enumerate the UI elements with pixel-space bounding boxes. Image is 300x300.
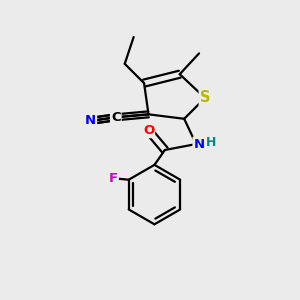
Text: N: N — [194, 138, 205, 151]
Text: C: C — [111, 111, 121, 124]
Text: S: S — [200, 91, 210, 106]
Text: H: H — [206, 136, 217, 149]
Text: O: O — [143, 124, 154, 137]
Text: N: N — [85, 114, 96, 128]
Text: F: F — [109, 172, 118, 185]
